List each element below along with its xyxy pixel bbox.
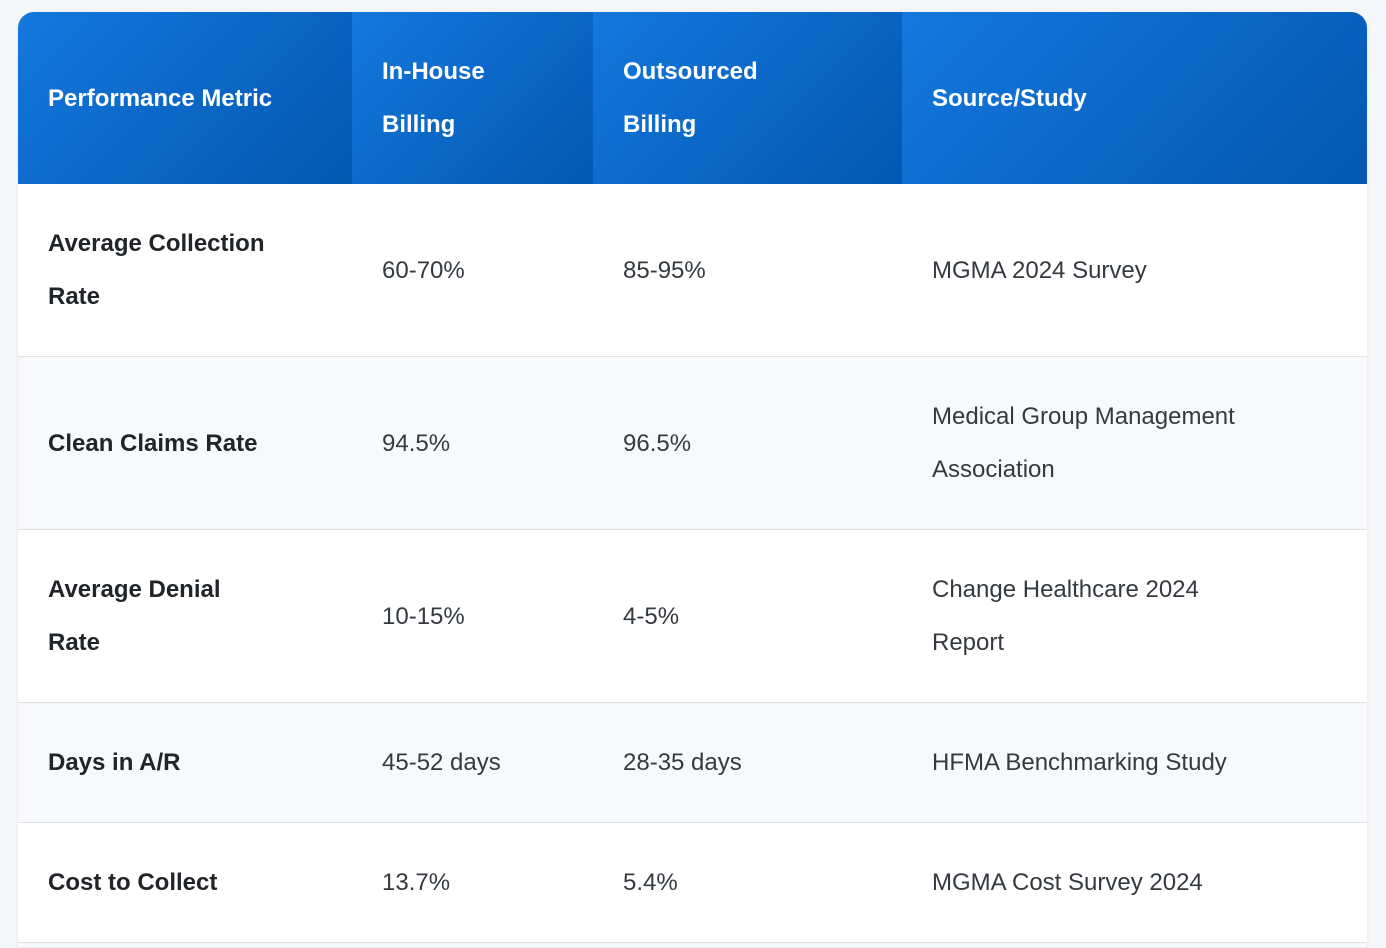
cell-outsourced-value: 96.5% — [593, 356, 902, 529]
table-header: Performance Metric In-House Billing Outs… — [18, 12, 1367, 184]
cell-outsourced-value: 4-5% — [593, 529, 902, 702]
cell-in-house-value: 60-70% — [382, 256, 465, 284]
table-row: Clean Claims Rate 94.5% 96.5% Medical Gr… — [18, 356, 1367, 529]
billing-comparison-table-container: Performance Metric In-House Billing Outs… — [18, 12, 1367, 947]
cell-metric: Days in A/R — [18, 702, 352, 822]
partially-visible-row-cell — [18, 942, 1367, 947]
cell-metric: Cost to Collect — [18, 822, 352, 942]
cell-in-house-value: 10-15% — [352, 529, 593, 702]
partially-visible-row — [18, 942, 1367, 947]
header-row: Performance Metric In-House Billing Outs… — [18, 12, 1367, 184]
header-cell-source-study: Source/Study — [902, 12, 1367, 184]
cell-source: MGMA 2024 Survey — [932, 256, 1147, 284]
cell-source: HFMA Benchmarking Study — [902, 702, 1367, 822]
cell-source: MGMA Cost Survey 2024 — [902, 822, 1367, 942]
table-row: Cost to Collect 13.7% 5.4% MGMA Cost Sur… — [18, 822, 1367, 942]
table-row: Average Denial Rate 10-15% 4-5% Change H… — [18, 529, 1367, 702]
cell-metric: Average Collection Rate — [48, 230, 265, 310]
header-cell-outsourced-billing: Outsourced Billing — [593, 12, 902, 184]
cell-outsourced-value: 28-35 days — [593, 702, 902, 822]
cell-source: Medical Group Management Association — [902, 356, 1367, 529]
table-body: Average Collection Rate 60-70% 85-95% MG… — [18, 184, 1367, 947]
table-row: Days in A/R 45-52 days 28-35 days HFMA B… — [18, 702, 1367, 822]
cell-metric: Average Denial Rate — [18, 529, 352, 702]
billing-comparison-table: Performance Metric In-House Billing Outs… — [18, 12, 1367, 947]
header-cell-in-house-billing: In-House Billing — [352, 12, 593, 184]
header-cell-performance-metric: Performance Metric — [18, 12, 352, 184]
cell-outsourced-value: 5.4% — [593, 822, 902, 942]
cell-metric: Clean Claims Rate — [18, 356, 352, 529]
cell-in-house-value: 13.7% — [352, 822, 593, 942]
cell-outsourced-value: 85-95% — [623, 256, 706, 284]
cell-in-house-value: 94.5% — [352, 356, 593, 529]
cell-source: Change Healthcare 2024 Report — [902, 529, 1367, 702]
table-row: Average Collection Rate 60-70% 85-95% MG… — [18, 184, 1367, 356]
cell-in-house-value: 45-52 days — [352, 702, 593, 822]
